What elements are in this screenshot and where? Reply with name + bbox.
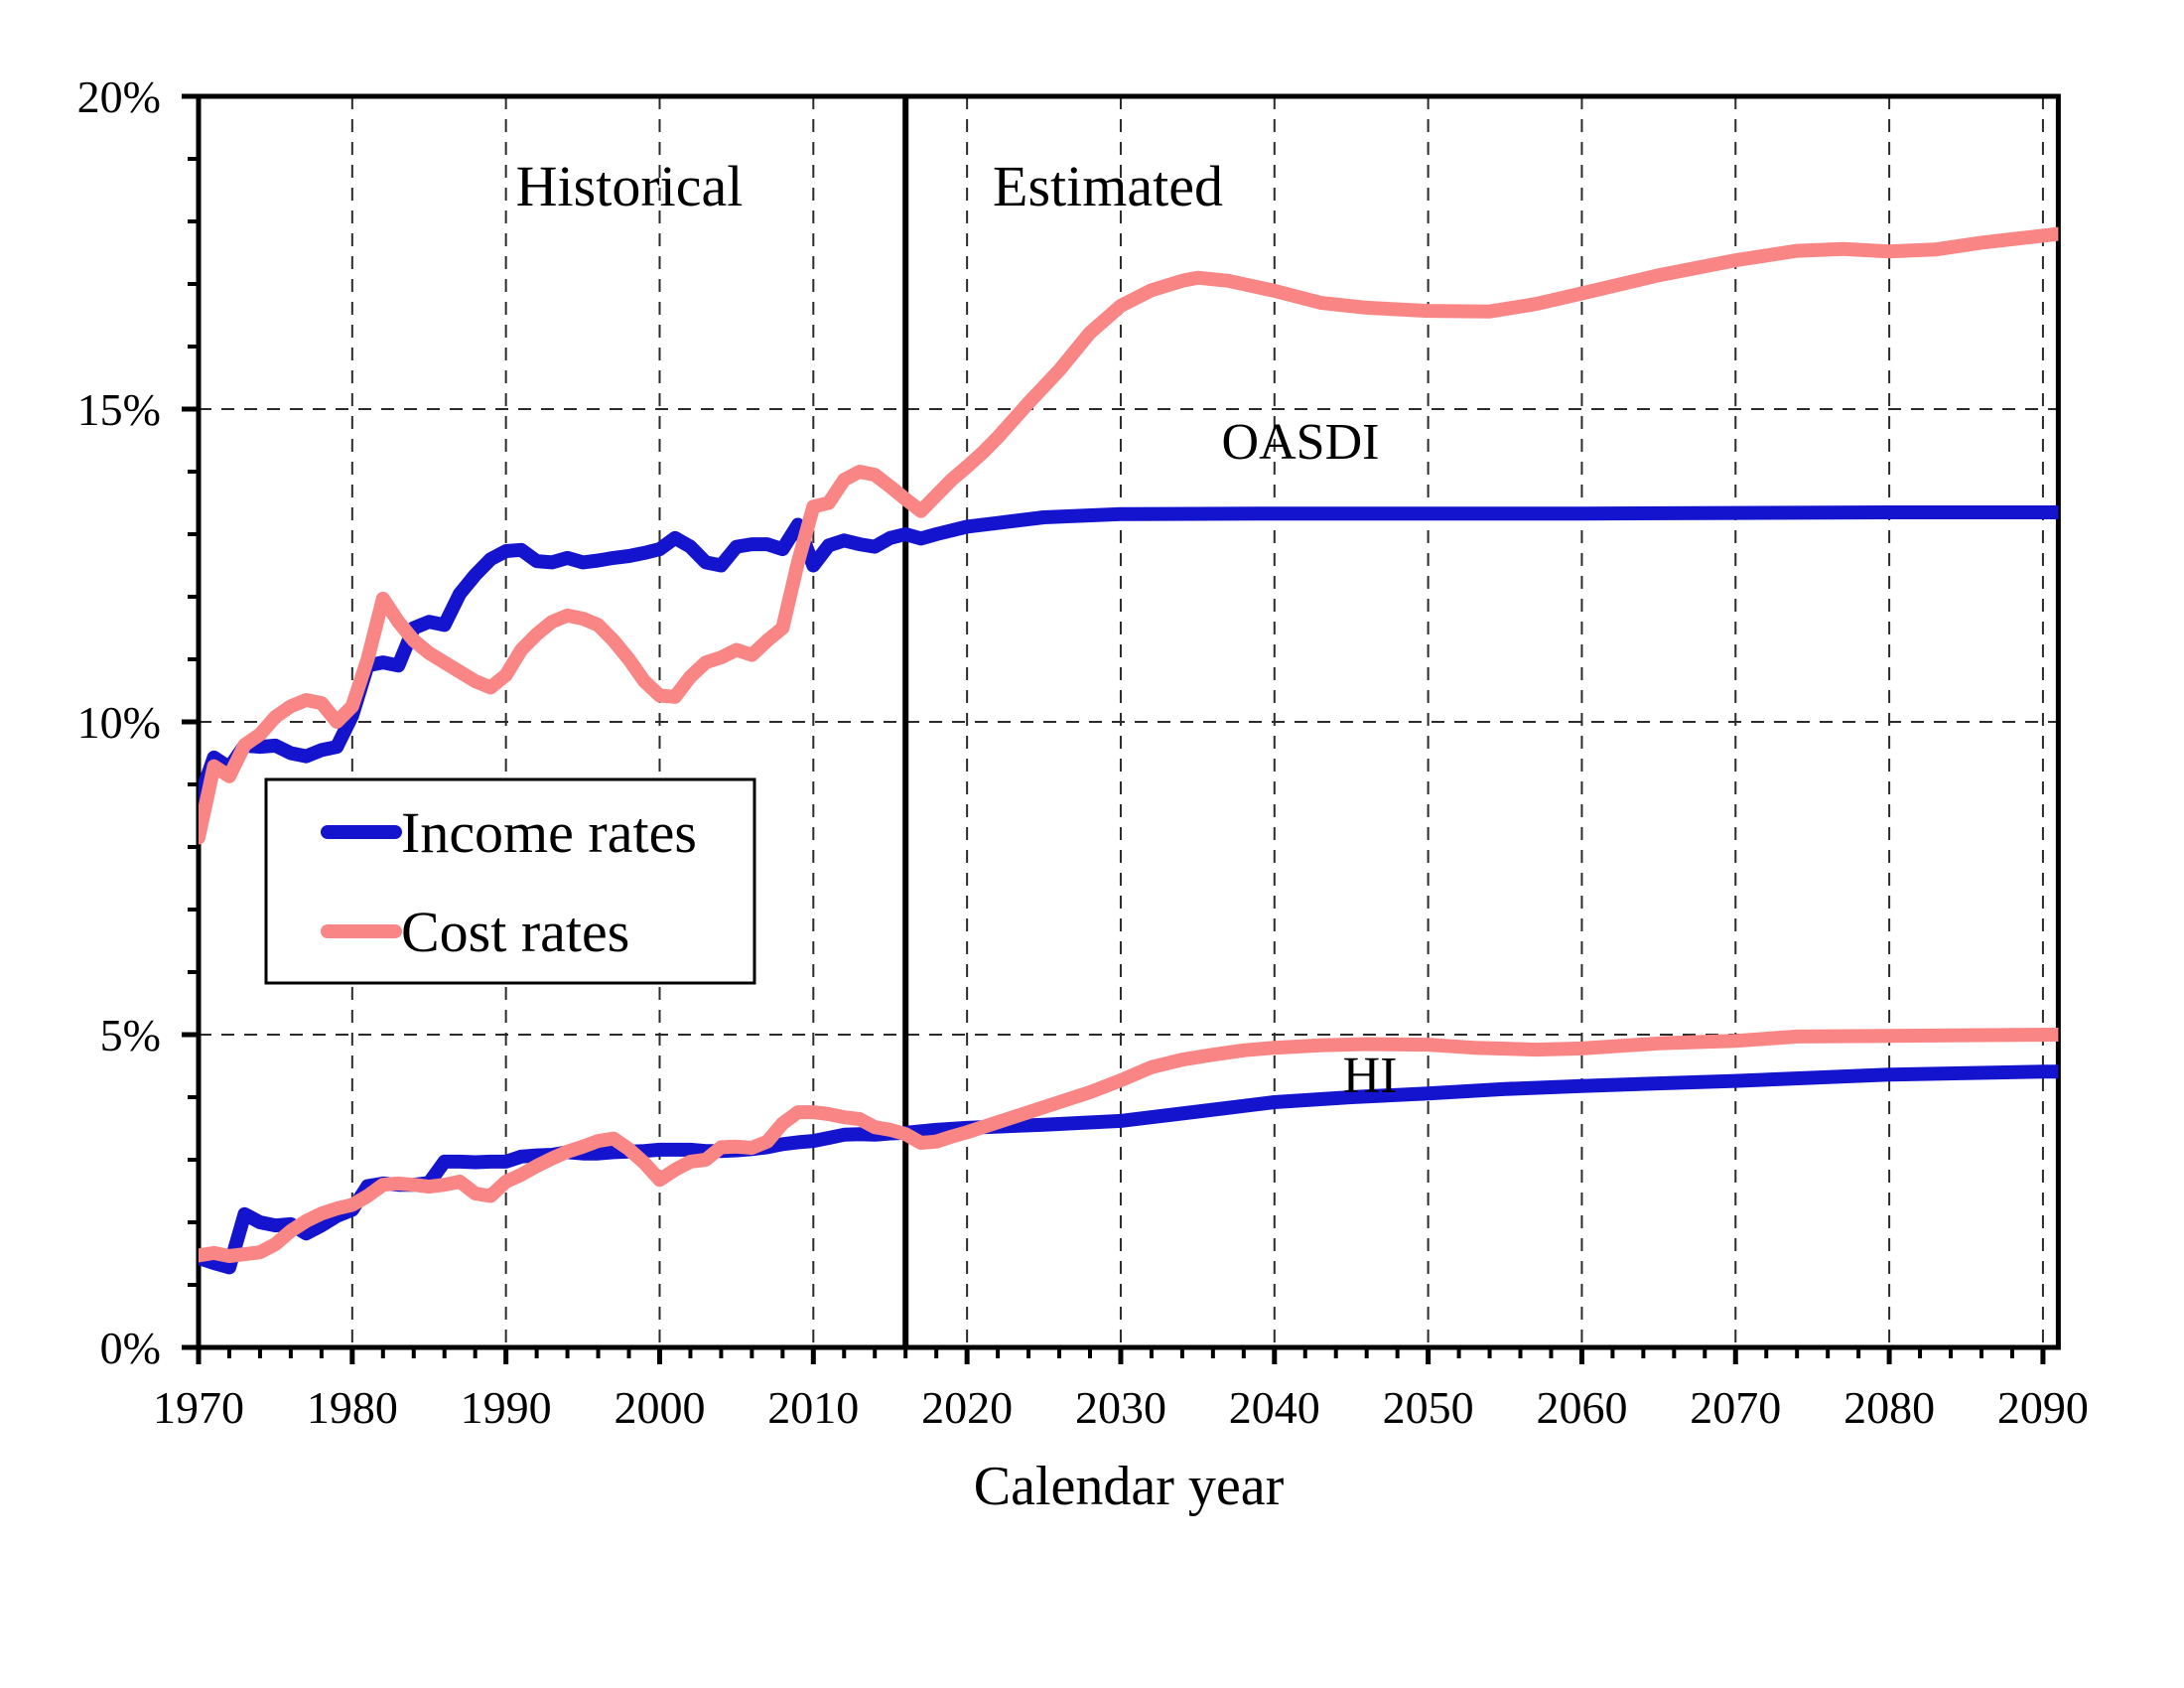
oasdi-series-label: OASDI [1222,414,1380,471]
historical-zone-label: Historical [516,154,744,218]
series-line-hi-cost-rate [199,1028,2059,1263]
x-axis-title: Calendar year [974,1456,1285,1517]
x-tick-label-2040: 2040 [1229,1382,1320,1433]
y-tick-label-0: 0% [100,1323,161,1373]
legend-cost-label: Cost rates [401,900,629,964]
x-tick-label-2020: 2020 [921,1382,1013,1433]
x-tick-label-2090: 2090 [1997,1382,2089,1433]
hi-series-label: HI [1343,1048,1398,1104]
x-tick-label-2050: 2050 [1383,1382,1474,1433]
x-tick-label-1980: 1980 [307,1382,398,1433]
x-tick-label-2060: 2060 [1536,1382,1627,1433]
tick-labels: 1970 1980 1990 2000 2010 2020 2030 2040 2050 2060… [77,71,2089,1433]
gridlines [199,96,2059,1347]
y-tick-label-10: 10% [77,697,161,748]
x-tick-label-2080: 2080 [1843,1382,1935,1433]
series-line-oasdi-income-rate [199,505,2059,808]
axis-ticks [182,93,2046,1364]
y-tick-label-5: 5% [100,1010,161,1060]
legend: Income rates Cost rates [264,777,756,985]
y-tick-label-20: 20% [77,71,161,122]
y-tick-label-15: 15% [77,384,161,435]
data-series [199,226,2059,1275]
x-tick-label-1970: 1970 [153,1382,244,1433]
x-tick-label-2070: 2070 [1690,1382,1781,1433]
x-tick-label-2000: 2000 [614,1382,705,1433]
legend-income-label: Income rates [401,800,697,865]
x-tick-label-2030: 2030 [1075,1382,1166,1433]
x-tick-label-1990: 1990 [461,1382,552,1433]
x-tick-label-2010: 2010 [767,1382,859,1433]
series-line-oasdi-cost-rate [199,226,2059,845]
series-line-hi-income-rate [199,1064,2059,1275]
legend-box [264,777,756,985]
estimated-zone-label: Estimated [993,154,1223,218]
